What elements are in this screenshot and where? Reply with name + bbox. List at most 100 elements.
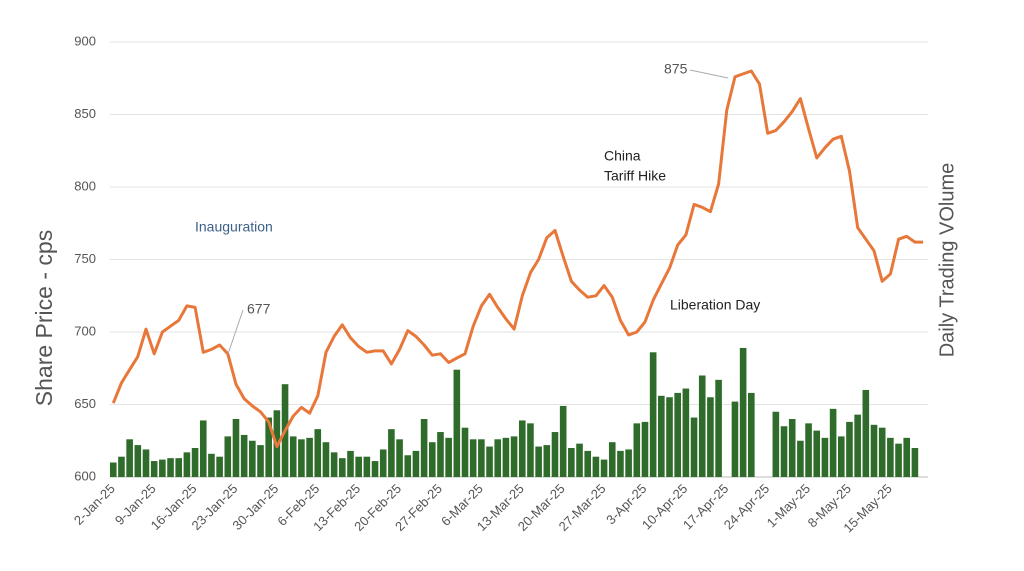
y-tick-label: 750 (74, 251, 96, 266)
volume-bar (707, 397, 714, 477)
volume-bar (518, 420, 526, 477)
volume-bar (330, 452, 338, 477)
volume-bar (821, 437, 829, 477)
volume-bar (396, 439, 403, 477)
volume-bar (739, 347, 747, 477)
volume-bar (363, 456, 371, 477)
annotation: China (604, 148, 641, 164)
volume-bar (829, 408, 837, 477)
volume-bar (797, 440, 804, 477)
volume-bar (805, 423, 812, 477)
volume-bar (682, 388, 690, 477)
volume-bar (134, 445, 142, 477)
y-tick-label: 900 (74, 33, 96, 48)
volume-bar (625, 449, 632, 477)
volume-bar (249, 440, 256, 477)
volume-bar (600, 459, 608, 477)
volume-bar (420, 419, 428, 477)
volume-bar (510, 436, 518, 477)
x-tick-label: 1-May-25 (764, 481, 813, 530)
annotation: 677 (247, 301, 271, 317)
volume-bar (641, 421, 649, 477)
volume-bar (371, 461, 379, 477)
volume-bar (469, 439, 477, 477)
volume-bar (674, 392, 681, 477)
volume-bar (379, 449, 387, 477)
y-tick-label: 650 (74, 396, 96, 411)
volume-bar (559, 405, 567, 477)
volume-bar (175, 458, 183, 477)
volume-bar (731, 401, 739, 477)
volume-bar (592, 456, 600, 477)
volume-bar (142, 449, 150, 477)
volume-bar (428, 442, 436, 477)
volume-bar (461, 427, 469, 477)
volume-bar (878, 427, 886, 477)
volume-bar (109, 462, 117, 477)
volume-bar (289, 436, 297, 477)
volume-bar (772, 411, 780, 477)
y-tick-label: 600 (74, 468, 96, 483)
volume-bar (780, 426, 788, 477)
volume-bar (543, 445, 551, 477)
x-tick-label: 24-Apr-25 (721, 481, 772, 532)
volume-bar (314, 429, 322, 477)
x-tick-label: 2-Jan-25 (71, 481, 118, 528)
volume-bar (690, 417, 698, 477)
volume-bar (298, 439, 305, 477)
volume-bar (240, 434, 248, 477)
volume-bar (183, 452, 191, 477)
volume-bar (191, 448, 199, 477)
volume-bar (167, 458, 174, 477)
volume-bar (715, 379, 722, 477)
volume-bar (568, 448, 575, 477)
volume-bar (208, 453, 215, 477)
volume-bar (837, 436, 845, 477)
volume-bar (232, 419, 240, 477)
y2-axis-label: Daily Trading VOlume (936, 163, 958, 358)
volume-bar (322, 442, 330, 477)
volume-bar (126, 439, 133, 477)
volume-bar (870, 424, 878, 477)
volume-bar (159, 459, 166, 477)
volume-bar (608, 442, 616, 477)
y-tick-label: 850 (74, 106, 96, 121)
annotation: 875 (664, 61, 688, 77)
volume-bar (658, 395, 665, 477)
volume-bar (698, 375, 706, 477)
volume-bar (453, 369, 461, 477)
volume-bar (887, 437, 894, 477)
volume-bar (437, 432, 444, 477)
volume-bar (788, 419, 796, 477)
volume-bar (617, 450, 624, 477)
annotation: Inauguration (195, 219, 273, 235)
volume-bar (903, 437, 911, 477)
volume-bar (895, 443, 902, 477)
volume-bar (199, 420, 207, 477)
price-line (111, 69, 924, 449)
volume-bar (551, 432, 559, 477)
volume-bar (224, 436, 232, 477)
annotation: Liberation Day (670, 297, 760, 313)
volume-bar (404, 455, 412, 477)
volume-bar (862, 390, 870, 477)
volume-bar (339, 458, 346, 477)
volume-bar (527, 423, 534, 477)
volume-bar (649, 352, 657, 477)
volume-bar (535, 446, 542, 477)
volume-bar (265, 417, 272, 477)
volume-bar (911, 448, 919, 477)
volume-bar (584, 450, 592, 477)
annotation-leader (227, 309, 244, 355)
volume-bar (854, 414, 861, 477)
y-axis-label: Share Price - cps (31, 230, 57, 406)
volume-bar (666, 397, 673, 477)
volume-bar (486, 446, 493, 477)
volume-bar (478, 439, 485, 477)
volume-bar (216, 456, 223, 477)
volume-bar (494, 439, 502, 477)
volume-bar (355, 456, 362, 477)
annotation: Tariff Hike (604, 168, 666, 184)
volume-bar (502, 437, 510, 477)
